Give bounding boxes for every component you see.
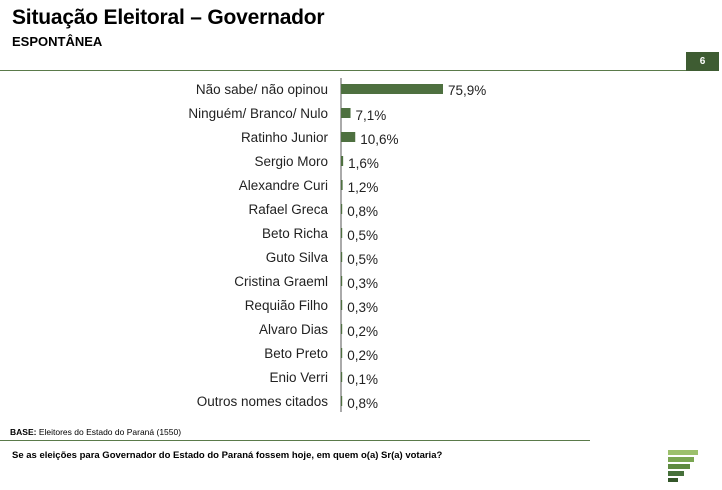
value-label: 0,3% bbox=[347, 300, 378, 315]
category-label: Rafael Greca bbox=[248, 202, 328, 217]
category-label: Não sabe/ não opinou bbox=[196, 82, 328, 97]
category-label: Enio Verri bbox=[269, 370, 328, 385]
bar bbox=[341, 180, 343, 190]
bar bbox=[341, 300, 343, 310]
bar bbox=[341, 108, 351, 118]
page-title: Situação Eleitoral – Governador bbox=[12, 6, 325, 29]
page-subtitle: ESPONTÂNEA bbox=[12, 34, 103, 49]
value-label: 0,5% bbox=[347, 252, 378, 267]
category-label: Requião Filho bbox=[245, 298, 328, 313]
value-label: 10,6% bbox=[360, 132, 398, 147]
base-label: BASE: bbox=[10, 427, 37, 437]
company-logo-icon bbox=[668, 450, 698, 482]
bar bbox=[341, 204, 343, 214]
value-label: 0,2% bbox=[347, 348, 378, 363]
bar bbox=[341, 84, 443, 94]
value-label: 0,1% bbox=[347, 372, 378, 387]
value-label: 0,2% bbox=[347, 324, 378, 339]
bar bbox=[341, 132, 356, 142]
value-label: 75,9% bbox=[448, 83, 486, 98]
category-label: Beto Richa bbox=[262, 226, 329, 241]
footer-divider bbox=[0, 440, 590, 441]
category-label: Sergio Moro bbox=[254, 154, 328, 169]
value-label: 7,1% bbox=[356, 108, 387, 123]
bar-chart: Não sabe/ não opinou 75,9% Ninguém/ Branco… bbox=[188, 78, 486, 412]
base-note: BASE: Eleitores do Estado do Paraná (155… bbox=[10, 427, 181, 437]
bar bbox=[341, 252, 343, 262]
bar bbox=[341, 372, 343, 382]
page-number-badge: 6 bbox=[686, 52, 719, 71]
value-label: 0,8% bbox=[347, 396, 378, 411]
bar bbox=[341, 396, 343, 406]
header-divider bbox=[0, 70, 686, 71]
category-label: Alvaro Dias bbox=[259, 322, 328, 337]
category-label: Guto Silva bbox=[266, 250, 329, 265]
bar bbox=[341, 156, 344, 166]
bar bbox=[341, 348, 343, 358]
bar bbox=[341, 324, 343, 334]
bar bbox=[341, 276, 343, 286]
category-label: Ninguém/ Branco/ Nulo bbox=[188, 106, 328, 121]
category-label: Cristina Graeml bbox=[234, 274, 328, 289]
value-label: 0,3% bbox=[347, 276, 378, 291]
base-text: Eleitores do Estado do Paraná (1550) bbox=[38, 427, 182, 437]
value-label: 0,8% bbox=[347, 204, 378, 219]
category-label: Alexandre Curi bbox=[239, 178, 328, 193]
value-label: 1,2% bbox=[348, 180, 379, 195]
category-label: Beto Preto bbox=[264, 346, 328, 361]
value-label: 1,6% bbox=[348, 156, 379, 171]
survey-question: Se as eleições para Governador do Estado… bbox=[12, 450, 443, 461]
category-label: Outros nomes citados bbox=[197, 394, 329, 409]
category-label: Ratinho Junior bbox=[241, 130, 329, 145]
value-label: 0,5% bbox=[347, 228, 378, 243]
bar bbox=[341, 228, 343, 238]
